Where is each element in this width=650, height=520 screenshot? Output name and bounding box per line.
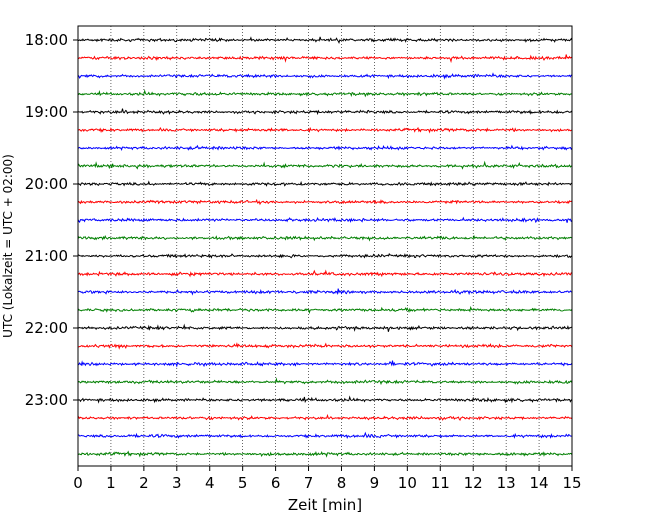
x-axis-title: Zeit [min] (288, 496, 362, 514)
x-tick-label: 1 (106, 474, 116, 492)
trace-2200 (77, 323, 573, 332)
trace-2115 (77, 269, 572, 278)
trace-2300 (77, 395, 573, 404)
trace-1945 (77, 160, 573, 170)
trace-2015 (77, 198, 573, 206)
x-tick-label: 12 (464, 474, 483, 492)
trace-2100 (77, 252, 573, 259)
trace-2315 (77, 413, 573, 421)
x-tick-label: 10 (398, 474, 417, 492)
x-tick-label: 9 (370, 474, 380, 492)
trace-2000 (77, 180, 573, 187)
trace-1800 (78, 36, 573, 45)
trace-2130 (77, 288, 572, 296)
x-tick-label: 6 (271, 474, 281, 492)
y-axis-title: UTC (Lokalzeit = UTC + 02:00) (1, 154, 15, 338)
y-tick-label: 21:00 (25, 247, 68, 265)
plot-background (78, 26, 572, 466)
y-axis-ticks: 18:00 19:00 20:00 21:00 22:00 23:00 (25, 31, 78, 409)
trace-2045 (77, 234, 573, 242)
y-tick-label: 19:00 (25, 103, 68, 121)
plot-frame (77, 25, 573, 467)
trace-1900 (77, 108, 573, 116)
x-tick-label: 3 (172, 474, 182, 492)
y-tick-label: 23:00 (25, 391, 68, 409)
x-tick-label: 0 (73, 474, 83, 492)
trace-1830 (77, 72, 573, 80)
x-tick-label: 15 (562, 474, 581, 492)
x-tick-label: 4 (205, 474, 215, 492)
trace-2030 (77, 216, 573, 224)
trace-2230 (77, 360, 573, 368)
x-axis-ticks: 0 1 2 3 4 5 6 7 8 9 10 11 12 13 14 15 (73, 466, 582, 492)
trace-2145 (77, 305, 573, 315)
y-tick-label: 22:00 (25, 319, 68, 337)
trace-1930 (77, 144, 573, 152)
trace-2330 (77, 431, 573, 440)
seismic-traces (77, 36, 573, 458)
x-tick-label: 14 (530, 474, 549, 492)
trace-2345 (77, 450, 573, 458)
vertical-grid (110, 26, 540, 466)
trace-2245 (77, 377, 573, 386)
x-tick-label: 7 (304, 474, 314, 492)
x-tick-label: 2 (139, 474, 149, 492)
trace-1915 (77, 126, 573, 134)
y-tick-label: 20:00 (25, 175, 68, 193)
x-tick-label: 8 (337, 474, 347, 492)
x-tick-label: 11 (431, 474, 450, 492)
trace-1845 (77, 89, 573, 98)
y-tick-label: 18:00 (25, 31, 68, 49)
x-tick-label: 5 (238, 474, 248, 492)
x-tick-label: 13 (497, 474, 516, 492)
trace-1815 (77, 54, 573, 64)
trace-2215 (78, 342, 573, 350)
